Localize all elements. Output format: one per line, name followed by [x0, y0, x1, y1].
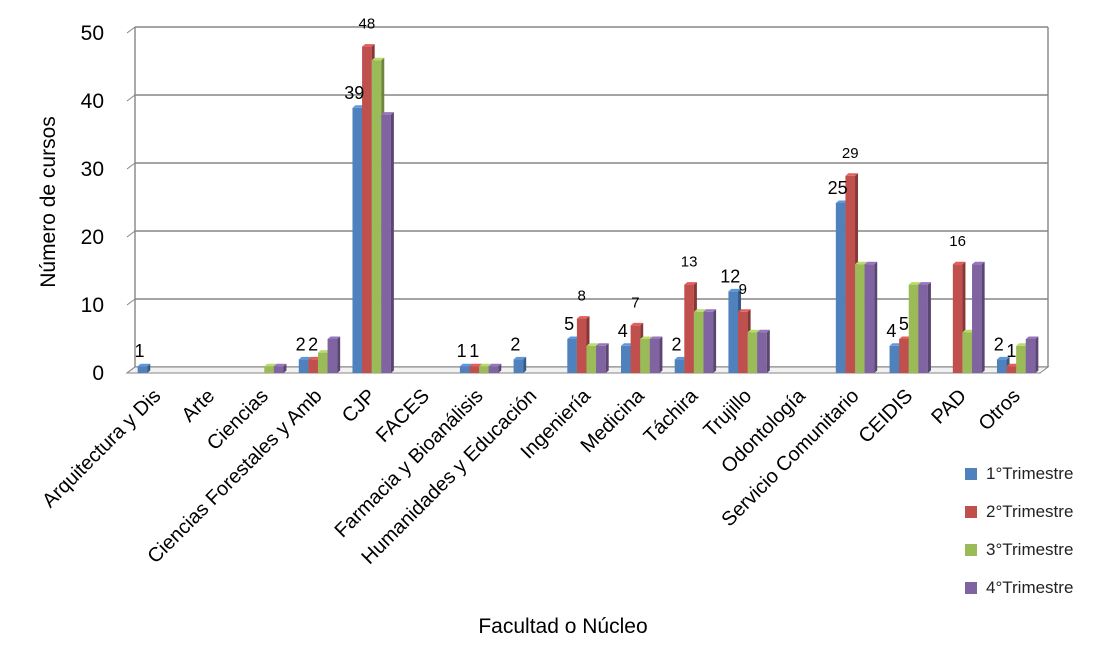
- x-tick-label: Otros: [975, 385, 1025, 435]
- legend-swatch: [965, 544, 977, 556]
- legend-swatch: [965, 468, 977, 480]
- data-label: 13: [681, 254, 698, 271]
- bar: [488, 363, 502, 373]
- bar: [918, 282, 931, 373]
- legend-item: 3°Trimestre: [965, 538, 1073, 562]
- gridline-depth: [126, 26, 136, 34]
- data-label: 29: [842, 145, 859, 162]
- bar: [757, 329, 770, 373]
- bar: [596, 343, 609, 373]
- legend-label: 4°Trimestre: [986, 578, 1074, 597]
- y-tick-label: 50: [81, 22, 104, 45]
- bar: [703, 309, 717, 373]
- x-tick-label: Arte: [178, 385, 219, 426]
- data-label: 1: [134, 341, 144, 361]
- data-label: 2: [296, 334, 306, 354]
- gridline-depth: [126, 94, 136, 102]
- legend-swatch: [965, 506, 977, 518]
- bar: [649, 336, 663, 373]
- bar: [273, 363, 287, 373]
- bar: [513, 356, 527, 373]
- gridline-depth: [126, 162, 136, 170]
- x-tick-label: Táchira: [640, 384, 703, 447]
- y-tick-label: 0: [92, 362, 104, 385]
- bar: [1025, 336, 1039, 373]
- y-tick-label: 20: [81, 226, 104, 249]
- data-label: 5: [899, 314, 909, 334]
- bar: [864, 261, 878, 373]
- data-label: 7: [631, 294, 639, 311]
- x-tick-label: PAD: [927, 385, 971, 429]
- data-label: 16: [949, 233, 966, 250]
- legend-item: 2°Trimestre: [965, 500, 1073, 524]
- x-tick-label: CJP: [338, 385, 380, 427]
- bar: [327, 336, 341, 373]
- data-label: 2: [308, 334, 318, 354]
- data-label: 12: [720, 266, 740, 286]
- bar: [137, 363, 151, 373]
- legend-item: 1°Trimestre: [965, 462, 1073, 486]
- y-axis-title: Número de cursos: [37, 116, 60, 288]
- x-axis-title: Facultad o Núcleo: [478, 615, 647, 638]
- gridline-depth: [126, 230, 136, 238]
- data-label: 4: [618, 321, 628, 341]
- data-label: 1: [1006, 341, 1016, 361]
- bar: [972, 261, 985, 373]
- y-tick-label: 30: [81, 158, 104, 181]
- data-label: 5: [564, 314, 574, 334]
- bar: [381, 112, 394, 373]
- x-tick-label: CEIDIS: [855, 385, 918, 448]
- legend-swatch: [965, 582, 977, 594]
- legend-item: 4°Trimestre: [965, 576, 1073, 600]
- data-label: 39: [344, 83, 364, 103]
- data-label: 48: [359, 16, 376, 33]
- y-tick-label: 40: [81, 90, 104, 113]
- y-tick-label: 10: [81, 294, 104, 317]
- data-label: 2: [672, 334, 682, 354]
- data-label: 1: [469, 341, 479, 361]
- data-label: 4: [886, 321, 896, 341]
- x-tick-label: Arquitectura y Dis: [38, 385, 165, 512]
- bars: [137, 44, 1039, 374]
- data-label: 8: [578, 288, 586, 305]
- gridline-depth: [126, 298, 136, 306]
- data-label: 2: [510, 334, 520, 354]
- legend-label: 1°Trimestre: [986, 464, 1074, 483]
- legend-label: 2°Trimestre: [986, 502, 1074, 521]
- data-label: 9: [739, 281, 747, 298]
- data-label: 2: [994, 334, 1004, 354]
- data-label: 1: [457, 341, 467, 361]
- legend-label: 3°Trimestre: [986, 540, 1074, 559]
- data-label: 25: [828, 178, 848, 198]
